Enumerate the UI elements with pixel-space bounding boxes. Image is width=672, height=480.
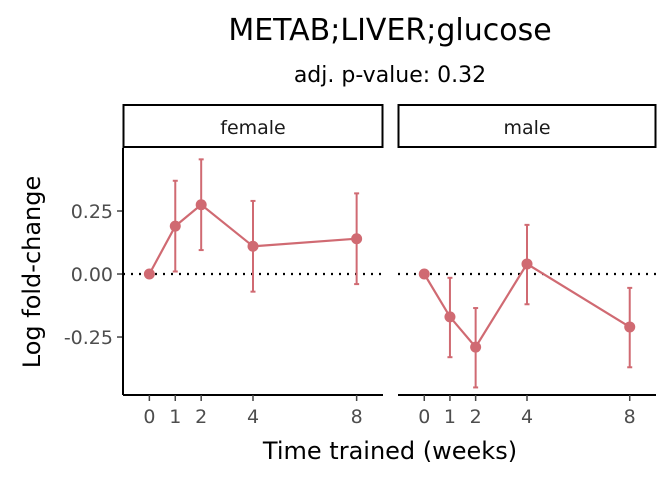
data-point xyxy=(418,268,430,280)
x-tick-label: 0 xyxy=(418,406,430,428)
x-axis-label: Time trained (weeks) xyxy=(262,437,517,465)
data-point xyxy=(624,321,636,333)
data-point xyxy=(195,199,207,211)
x-tick-label: 8 xyxy=(351,406,363,428)
facet-strip xyxy=(122,104,384,148)
x-tick-label: 1 xyxy=(444,406,456,428)
x-tick-label: 2 xyxy=(470,406,482,428)
data-point xyxy=(521,258,533,270)
x-tick-label: 8 xyxy=(624,406,636,428)
data-point xyxy=(470,341,482,353)
x-tick-label: 1 xyxy=(169,406,181,428)
x-tick-label: 4 xyxy=(247,406,259,428)
data-point xyxy=(169,220,181,232)
x-tick-label: 4 xyxy=(521,406,533,428)
x-tick-label: 2 xyxy=(195,406,207,428)
facet-strip xyxy=(397,104,657,148)
data-point xyxy=(351,233,363,245)
data-point xyxy=(143,268,155,280)
facet-strip-label: female xyxy=(220,117,286,139)
panel-female: female 0 1 2 4 8 xyxy=(122,104,384,428)
data-point xyxy=(444,311,456,323)
y-tick-label: -0.25 xyxy=(64,327,113,349)
chart-subtitle: adj. p-value: 0.32 xyxy=(294,63,486,88)
y-axis-label: Log fold-change xyxy=(18,176,46,369)
facet-strip-label: male xyxy=(503,117,550,139)
chart-title: METAB;LIVER;glucose xyxy=(228,13,551,48)
y-tick-label: 0.25 xyxy=(71,201,113,223)
x-tick-label: 0 xyxy=(143,406,155,428)
y-axis-ticks: -0.25 0.00 0.25 xyxy=(64,201,123,349)
data-point xyxy=(247,240,259,252)
y-tick-label: 0.00 xyxy=(71,264,113,286)
panel-male: male 0 1 2 4 8 xyxy=(397,104,657,428)
